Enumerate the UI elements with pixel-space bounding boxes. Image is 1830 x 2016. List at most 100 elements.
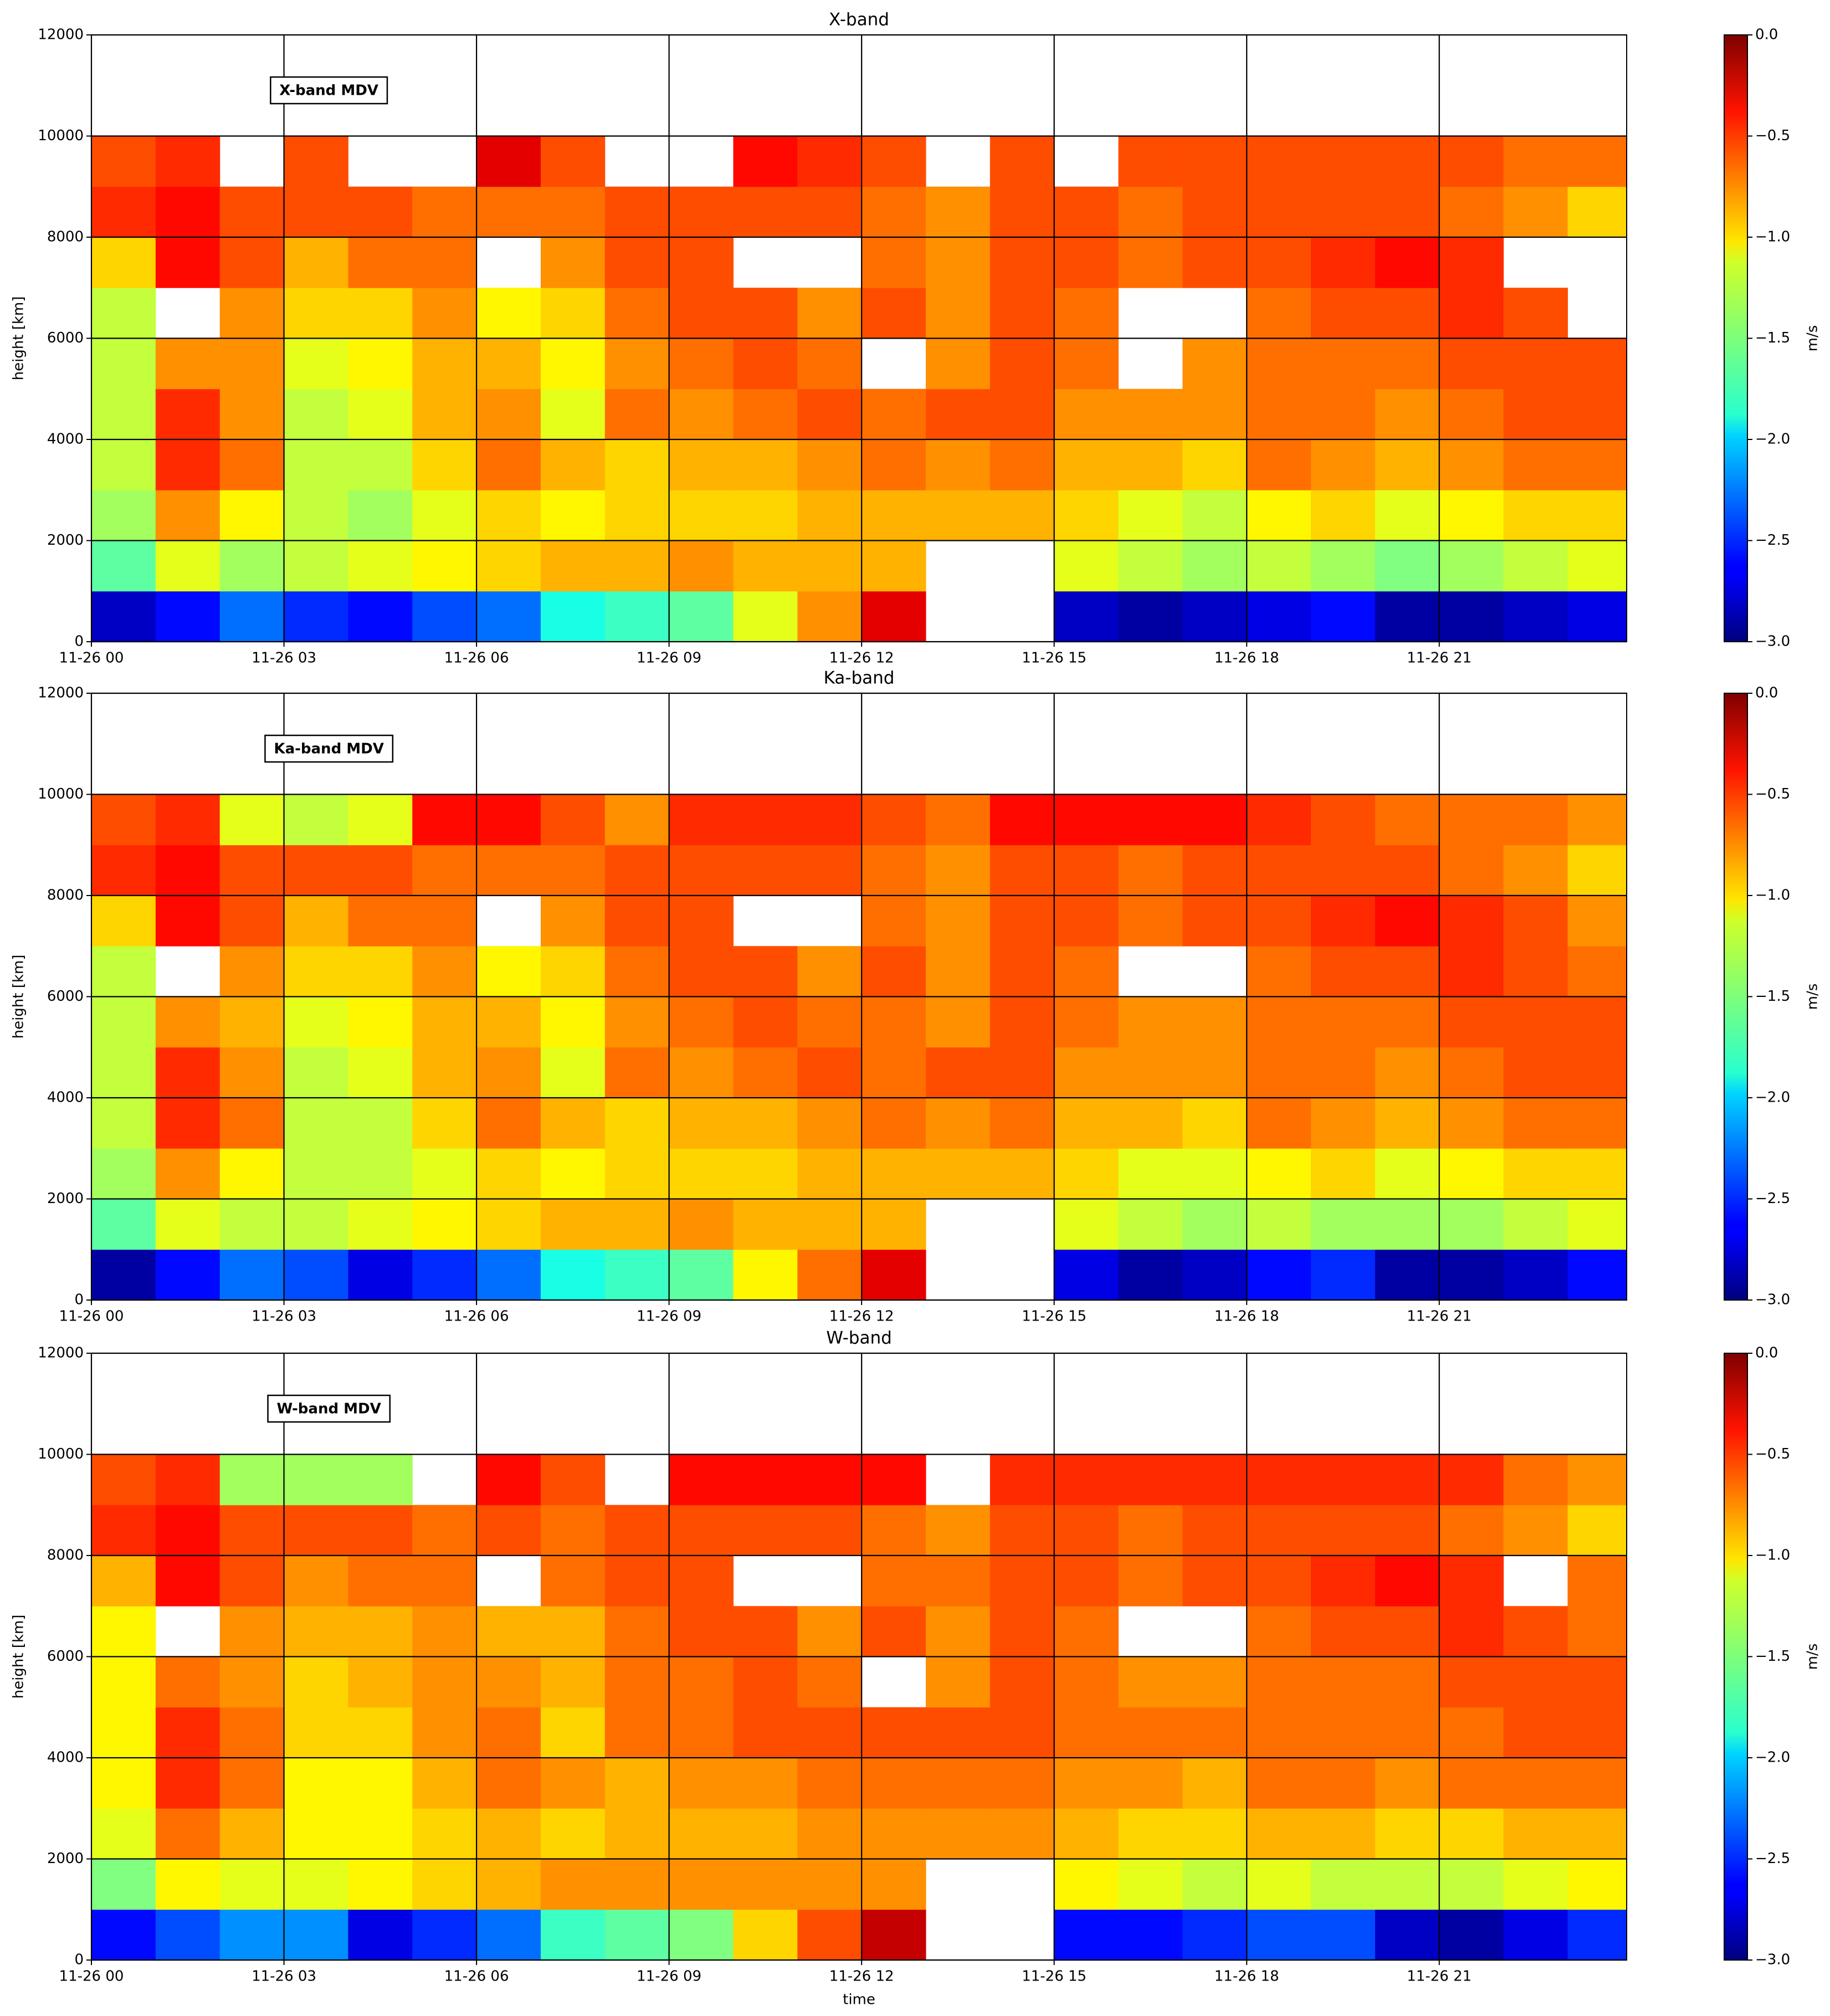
cell xyxy=(348,1606,413,1657)
cell xyxy=(476,490,541,541)
cell xyxy=(1567,1454,1627,1506)
cell xyxy=(862,1249,926,1301)
cell xyxy=(733,1505,798,1556)
cell xyxy=(669,1859,734,1910)
cell xyxy=(1503,1707,1568,1758)
cell xyxy=(1375,1505,1440,1556)
cell xyxy=(1311,1249,1376,1301)
cell xyxy=(1118,1454,1183,1506)
cell xyxy=(1375,591,1440,642)
cell xyxy=(1439,1556,1504,1606)
cell xyxy=(476,388,541,440)
cell xyxy=(412,996,477,1048)
cell xyxy=(862,794,926,846)
cell xyxy=(1375,540,1440,592)
cell xyxy=(1311,946,1376,997)
cell xyxy=(540,794,606,846)
cell xyxy=(412,1249,477,1301)
cell xyxy=(1311,186,1376,238)
x-tick-label: 11-26 15 xyxy=(1022,650,1086,667)
cell xyxy=(1567,1047,1627,1098)
cell xyxy=(862,1556,926,1606)
cell xyxy=(348,288,413,339)
cell xyxy=(284,1249,348,1301)
cell xyxy=(1375,388,1440,440)
cell xyxy=(540,1556,606,1606)
cell xyxy=(604,1808,670,1859)
cell xyxy=(862,439,926,490)
cell xyxy=(219,1656,285,1708)
cell xyxy=(862,591,926,642)
cell xyxy=(91,1556,156,1606)
cell xyxy=(604,490,670,541)
cell xyxy=(604,1606,670,1657)
cell xyxy=(1182,1505,1247,1556)
cell xyxy=(91,1909,156,1961)
cell xyxy=(155,237,221,288)
cell xyxy=(733,1656,798,1708)
cell xyxy=(91,237,156,288)
cell xyxy=(669,1047,734,1098)
cell xyxy=(862,388,926,440)
x-tick-label: 11-26 06 xyxy=(444,1308,509,1325)
cell xyxy=(1567,1148,1627,1199)
cell xyxy=(1247,439,1311,490)
cell xyxy=(1439,1505,1504,1556)
cell xyxy=(348,388,413,440)
cell xyxy=(1182,1249,1247,1301)
cell xyxy=(284,1098,348,1149)
cell xyxy=(925,1758,991,1809)
cell xyxy=(1503,136,1568,187)
cell xyxy=(990,896,1055,946)
cell xyxy=(1375,1656,1440,1708)
cell xyxy=(925,288,991,339)
cell xyxy=(1247,1758,1311,1809)
x-tick-label: 11-26 21 xyxy=(1407,1968,1472,1985)
cell xyxy=(1503,439,1568,490)
cell xyxy=(476,1808,541,1859)
cell xyxy=(1439,288,1504,339)
cell xyxy=(1118,1047,1183,1098)
cell xyxy=(1503,540,1568,592)
cell xyxy=(733,388,798,440)
cell xyxy=(925,338,991,390)
cell xyxy=(412,540,477,592)
cell xyxy=(155,1808,221,1859)
cell xyxy=(604,288,670,339)
cell xyxy=(348,1859,413,1910)
cell xyxy=(155,388,221,440)
colorbar-tick-label: −1.0 xyxy=(1755,1547,1790,1564)
cell xyxy=(219,1606,285,1657)
cell xyxy=(412,845,477,896)
cell xyxy=(155,996,221,1048)
colorbar-label: m/s xyxy=(1805,325,1821,352)
cell xyxy=(797,288,862,339)
cell xyxy=(1182,1707,1247,1758)
cell xyxy=(1311,388,1376,440)
cell xyxy=(155,1758,221,1809)
annotation-box xyxy=(267,1394,391,1423)
x-tick-label: 11-26 12 xyxy=(829,1968,894,1985)
cell xyxy=(862,237,926,288)
cell xyxy=(284,186,348,238)
cell xyxy=(412,1909,477,1961)
cell xyxy=(1311,540,1376,592)
cell xyxy=(348,338,413,390)
colorbar-tick-label: 0.0 xyxy=(1755,1345,1778,1362)
cell xyxy=(1503,946,1568,997)
cell xyxy=(1182,1556,1247,1606)
cell xyxy=(733,1859,798,1910)
cell xyxy=(1503,338,1568,390)
cell xyxy=(669,845,734,896)
cell xyxy=(604,237,670,288)
cell xyxy=(476,1707,541,1758)
cell xyxy=(540,1707,606,1758)
cell xyxy=(1054,186,1119,238)
cell xyxy=(1503,1909,1568,1961)
cell xyxy=(1503,1047,1568,1098)
cell xyxy=(476,1606,541,1657)
cell xyxy=(990,1505,1055,1556)
cell xyxy=(1118,1656,1183,1708)
cell xyxy=(284,338,348,390)
cell xyxy=(219,1808,285,1859)
